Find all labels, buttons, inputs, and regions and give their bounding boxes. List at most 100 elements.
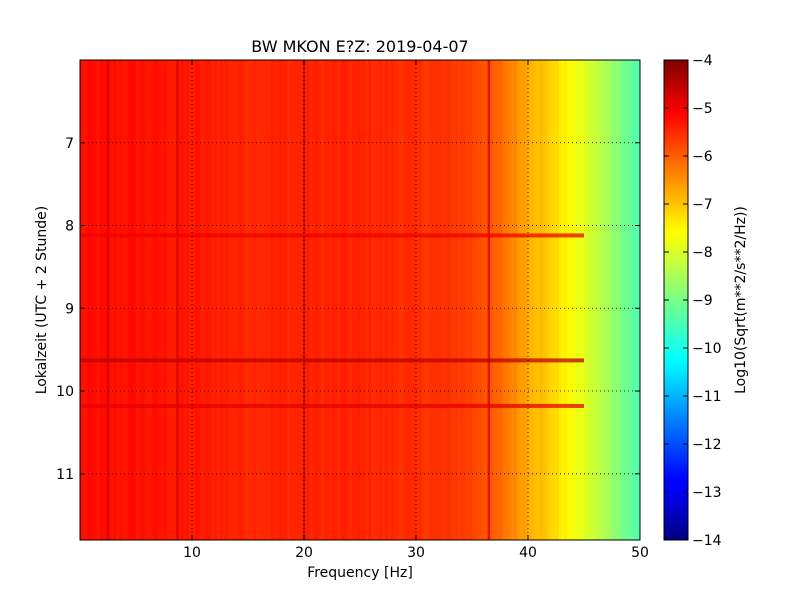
heatmap-cell — [220, 60, 224, 540]
heatmap-cell — [340, 60, 344, 540]
heatmap-cell — [155, 60, 159, 540]
heatmap-cell — [113, 60, 117, 540]
plot-area — [80, 60, 640, 540]
heatmap-cell — [530, 60, 535, 540]
heatmap-cell — [614, 60, 619, 540]
heatmap-cell — [231, 60, 235, 540]
heatmap-cell — [410, 60, 414, 540]
heatmap-cell — [558, 60, 563, 540]
heatmap-cell — [561, 60, 565, 540]
heatmap-cell — [217, 60, 221, 540]
heatmap-cell — [80, 60, 84, 540]
heatmap-cell — [273, 60, 277, 540]
heatmap-cell — [290, 60, 294, 540]
heatmap-cell — [435, 60, 439, 540]
colorbar-tick-label: −4 — [692, 53, 713, 69]
heatmap-cell — [354, 60, 358, 540]
heatmap-cell — [617, 60, 621, 540]
heatmap-cell — [578, 60, 582, 540]
heatmap-cell — [525, 60, 529, 540]
heatmap-cell — [463, 60, 467, 540]
heatmap-cell — [144, 60, 148, 540]
heatmap-cell — [396, 60, 400, 540]
heatmap-cell — [158, 60, 162, 540]
colorbar: −4 −5 −6 −7 −8 −9 −10 −11 −12 −13 −14 Log10(Sqrt(m… — [663, 53, 749, 549]
heatmap-cell — [455, 60, 459, 540]
heatmap-cell — [438, 60, 442, 540]
heatmap-cell — [320, 60, 325, 540]
heatmap-cell — [362, 60, 367, 540]
heatmap-cell — [376, 60, 381, 540]
heatmap-cell — [166, 60, 171, 540]
heatmap-cell — [460, 60, 465, 540]
heatmap-cell — [278, 60, 283, 540]
heatmap-cell — [469, 60, 473, 540]
heatmap-cell — [270, 60, 274, 540]
heatmap-cell — [542, 60, 546, 540]
heatmap-cell — [399, 60, 403, 540]
heatmap-cell — [228, 60, 232, 540]
heatmap-cell — [203, 60, 207, 540]
heatmap-cell — [281, 60, 285, 540]
heatmap-cell — [323, 60, 327, 540]
colorbar-tick-label: −5 — [692, 101, 713, 117]
colorbar-tick-label: −8 — [692, 245, 713, 261]
heatmap-cell — [637, 60, 640, 540]
heatmap-cell — [110, 60, 115, 540]
heatmap-cell — [390, 60, 395, 540]
x-tick-label: 50 — [631, 545, 649, 561]
heatmap-cell — [298, 60, 302, 540]
heatmap-cell — [222, 60, 227, 540]
heatmap-cell — [623, 60, 627, 540]
heatmap-cell — [371, 60, 375, 540]
heatmap-cell — [368, 60, 372, 540]
heatmap-cell — [147, 60, 151, 540]
heatmap-cell — [295, 60, 299, 540]
heatmap-cell — [550, 60, 554, 540]
heatmap-cell — [427, 60, 431, 540]
heatmap-cell — [88, 60, 92, 540]
heatmap-cell — [236, 60, 241, 540]
colorbar-tick-label: −13 — [692, 485, 722, 501]
heatmap-cell — [133, 60, 137, 540]
heatmap-cell — [567, 60, 571, 540]
heatmap-cell — [430, 60, 434, 540]
x-axis-ticks: 10 20 30 40 50 — [183, 60, 649, 561]
heatmap-cell — [245, 60, 249, 540]
heatmap-cell — [570, 60, 574, 540]
heatmap-cell — [326, 60, 330, 540]
colorbar-tick-label: −7 — [692, 197, 713, 213]
heatmap-cell — [334, 60, 339, 540]
colorbar-tick-label: −9 — [692, 293, 713, 309]
heatmap-cell — [393, 60, 397, 540]
colorbar-tick-label: −11 — [692, 389, 722, 405]
x-tick-label: 40 — [519, 545, 537, 561]
heatmap-cell — [292, 60, 297, 540]
heatmap-cell — [536, 60, 540, 540]
heatmap-cell — [91, 60, 95, 540]
heatmap-cell — [494, 60, 498, 540]
heatmap-cell — [407, 60, 411, 540]
heatmap-cell — [522, 60, 526, 540]
heatmap-cell — [332, 60, 336, 540]
heatmap-cell — [102, 60, 106, 540]
heatmap-cell — [586, 60, 591, 540]
heatmap-cell — [346, 60, 350, 540]
heatmap-cell — [253, 60, 257, 540]
heatmap-cell — [234, 60, 238, 540]
heatmap-cell — [598, 60, 602, 540]
heatmap-cell — [242, 60, 246, 540]
heatmap-cell — [239, 60, 243, 540]
heatmap-cell — [584, 60, 588, 540]
colorbar-label: Log10(Sqrt(m**2/s**2/Hz)) — [733, 206, 749, 394]
heatmap-cell — [595, 60, 599, 540]
heatmap-cell — [472, 60, 476, 540]
heatmap-cell — [211, 60, 215, 540]
heatmap-cell — [189, 60, 193, 540]
heatmap-cell — [634, 60, 638, 540]
heatmap-cell — [318, 60, 322, 540]
heatmap-cell — [264, 60, 269, 540]
heatmap-cell — [365, 60, 369, 540]
heatmap-cell — [192, 60, 196, 540]
heatmap-cell — [85, 60, 89, 540]
